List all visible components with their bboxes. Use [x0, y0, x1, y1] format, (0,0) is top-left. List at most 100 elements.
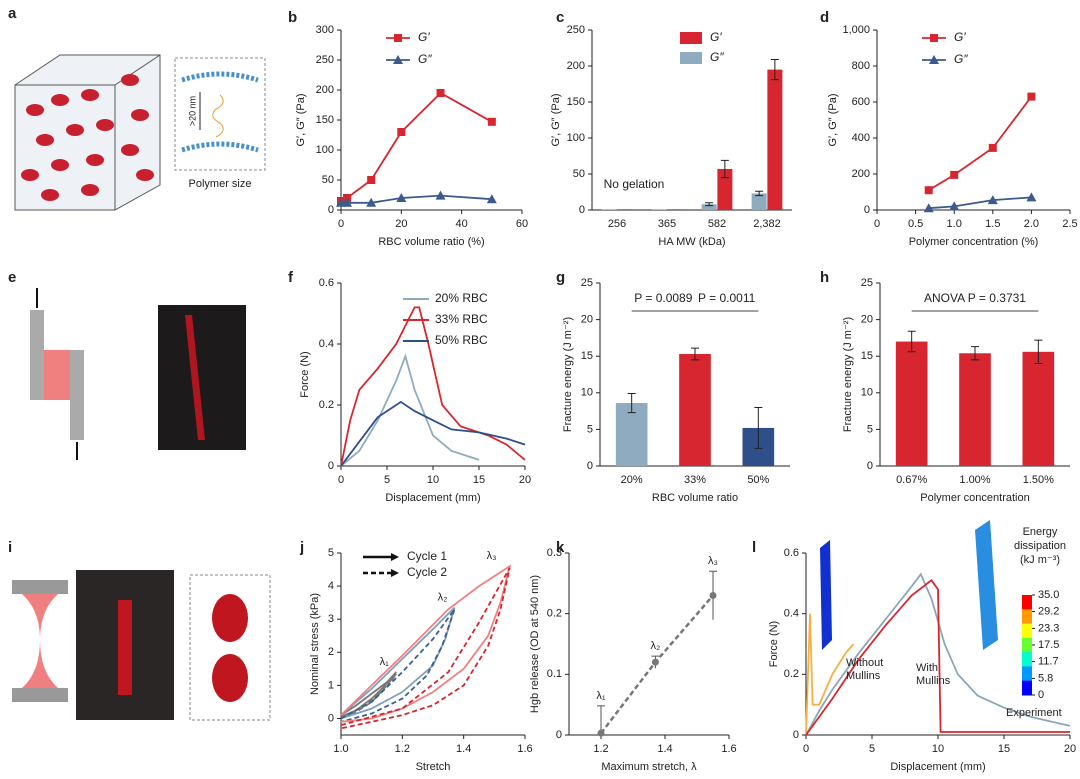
- colorbar-cell: [1022, 623, 1032, 639]
- polymer: [212, 94, 224, 138]
- x-axis-label: HA MW (kDa): [658, 236, 725, 248]
- colorbar-tick-label: 23.3: [1038, 622, 1059, 634]
- error-bar: [770, 59, 779, 81]
- y-tick-label: 0: [556, 729, 562, 741]
- colorbar-title: Energy: [1023, 526, 1058, 538]
- x-tick-label: 582: [708, 218, 726, 230]
- y-tick-label: 0.2: [319, 399, 334, 411]
- y-tick-label: 4: [328, 580, 334, 592]
- cube: [14, 54, 161, 211]
- bar: [601, 209, 617, 210]
- x-tick-label: 5: [869, 743, 875, 755]
- legend-label: Cycle 2: [407, 565, 447, 579]
- y-tick-label: 0.6: [319, 277, 334, 289]
- legend-label: Cycle 1: [407, 549, 447, 563]
- point-label: λ₃: [708, 555, 718, 567]
- x-tick-label: 15: [998, 743, 1010, 755]
- y-tick-label: 0: [328, 712, 334, 724]
- legend-label: 20% RBC: [435, 291, 488, 305]
- legend-marker: [394, 34, 402, 42]
- x-tick-label: 1.2: [593, 743, 608, 755]
- legend-label: 50% RBC: [435, 333, 488, 347]
- y-axis-label: G′, G″ (Pa): [827, 93, 839, 146]
- legend-arrowhead: [391, 569, 399, 577]
- series-line: [340, 400, 526, 467]
- y-tick-label: 25: [861, 277, 873, 289]
- series-line: [928, 96, 1033, 191]
- panel-e-art: [30, 288, 246, 460]
- colorbar-cell: [1022, 652, 1032, 667]
- x-axis-label: RBC volume ratio: [652, 492, 738, 504]
- y-tick-label: 5: [587, 423, 593, 435]
- error-bar: [691, 347, 699, 361]
- x-tick-label: 0.67%: [896, 474, 927, 486]
- error-bar: [971, 346, 979, 361]
- legend-marker: [930, 34, 938, 42]
- y-tick-label: 600: [852, 96, 870, 108]
- y-tick-label: 0: [579, 204, 585, 216]
- x-tick-label: 10: [427, 474, 439, 486]
- x-tick-label: 1.2: [395, 743, 410, 755]
- bar: [701, 204, 717, 210]
- y-tick-label: 20: [861, 314, 873, 326]
- series-line: [805, 613, 855, 736]
- legend-label: G′: [954, 30, 966, 44]
- y-tick-label: 100: [316, 144, 334, 156]
- y-tick-label: 300: [316, 24, 334, 36]
- panel-a-art: [14, 54, 266, 211]
- x-axis-label: Maximum stretch, λ: [601, 761, 697, 773]
- marker: [366, 197, 377, 207]
- bar: [615, 403, 648, 466]
- bar: [717, 168, 733, 210]
- x-tick-label: 50%: [747, 474, 769, 486]
- colorbar-tick-label: 5.8: [1038, 672, 1053, 684]
- x-tick-label: 1.0: [333, 743, 348, 755]
- point-label: λ₂: [651, 640, 661, 652]
- y-tick-label: 10: [581, 387, 593, 399]
- marker: [487, 117, 496, 126]
- bar: [651, 209, 667, 210]
- panel-letter: g: [556, 269, 565, 286]
- y-tick-label: 1,000: [842, 24, 870, 36]
- bar: [679, 354, 711, 466]
- y-tick-label: 15: [581, 350, 593, 362]
- y-tick-label: 150: [316, 114, 334, 126]
- y-tick-label: 50: [322, 174, 334, 186]
- x-tick-label: 20: [395, 218, 407, 230]
- marker: [486, 194, 497, 204]
- series-line: [340, 608, 456, 723]
- panel-i-art: [12, 570, 271, 721]
- x-tick-label: 0: [803, 743, 809, 755]
- x-tick-label: 1.6: [517, 743, 532, 755]
- x-axis-label: RBC volume ratio (%): [378, 236, 484, 248]
- grip: [30, 310, 44, 400]
- y-tick-label: 15: [861, 350, 873, 362]
- mesh: [820, 540, 832, 650]
- photo-sample: [118, 600, 132, 695]
- series-label: Without Mullins: [846, 657, 883, 682]
- colorbar-title: (kJ m⁻³): [1020, 554, 1060, 566]
- y-tick-label: 200: [567, 60, 585, 72]
- y-tick-label: 1: [328, 679, 334, 691]
- x-tick-label: 256: [608, 218, 626, 230]
- y-tick-label: 250: [316, 54, 334, 66]
- y-tick-label: 0: [864, 204, 870, 216]
- point-label: λ₁: [380, 656, 390, 668]
- x-tick-label: 1.6: [721, 743, 736, 755]
- colorbar-cell: [1022, 595, 1032, 610]
- y-axis-label: G′, G″ (Pa): [295, 93, 307, 146]
- x-tick-label: 1.00%: [959, 474, 990, 486]
- colorbar-tick-label: 35.0: [1038, 589, 1059, 601]
- series-line: [928, 196, 1032, 210]
- panel-letter: d: [820, 9, 829, 26]
- series-line: [340, 306, 526, 467]
- y-tick-label: 2: [328, 646, 334, 658]
- annotation: P = 0.0011: [698, 291, 756, 305]
- legend-swatch: [680, 32, 702, 44]
- y-tick-label: 0.6: [784, 547, 799, 559]
- legend-marker: [929, 55, 939, 64]
- y-tick-label: 250: [567, 24, 585, 36]
- y-axis-label: Force (N): [768, 621, 780, 667]
- x-tick-label: 1.50%: [1023, 474, 1054, 486]
